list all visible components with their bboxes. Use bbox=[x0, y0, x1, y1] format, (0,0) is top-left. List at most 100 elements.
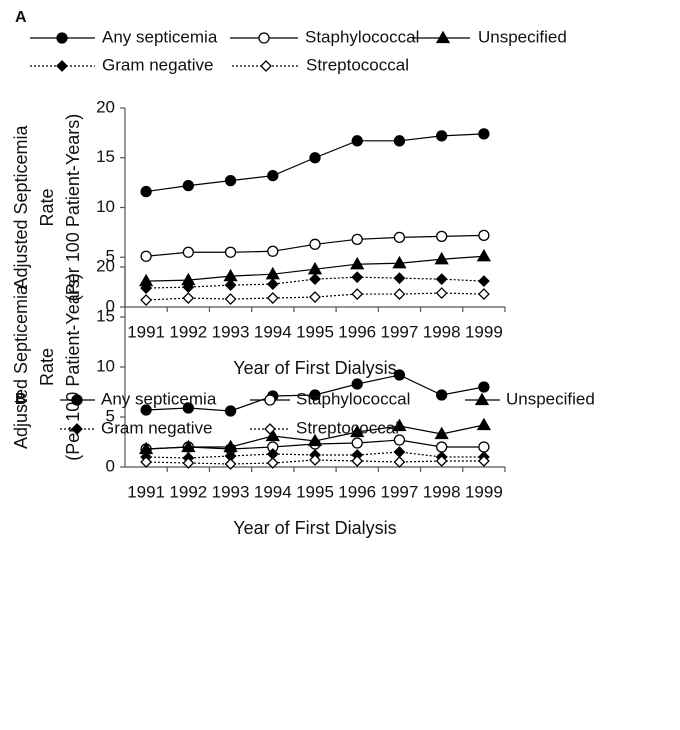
data-point bbox=[478, 229, 490, 242]
legend-marker bbox=[56, 60, 68, 72]
y-axis-title: (Per 100 Patient-Years) bbox=[63, 114, 83, 301]
data-point bbox=[224, 279, 237, 292]
legend-marker bbox=[264, 423, 276, 435]
x-tick-label: 1999 bbox=[465, 482, 503, 501]
data-point bbox=[182, 246, 194, 258]
x-tick-label: 1998 bbox=[423, 322, 461, 341]
data-point bbox=[266, 278, 279, 291]
data-point bbox=[140, 456, 153, 468]
data-point bbox=[434, 426, 449, 440]
x-tick-label: 1995 bbox=[296, 322, 334, 341]
data-point bbox=[182, 402, 194, 414]
data-point bbox=[435, 455, 448, 467]
data-point bbox=[351, 437, 363, 449]
data-point bbox=[435, 273, 448, 286]
x-tick-label: 1991 bbox=[127, 482, 165, 501]
data-point bbox=[266, 292, 279, 304]
data-point bbox=[309, 291, 321, 303]
data-point bbox=[476, 417, 492, 431]
data-point bbox=[434, 251, 449, 265]
legend-label: Staphylococcal bbox=[305, 27, 419, 46]
y-tick-label: 15 bbox=[96, 306, 115, 325]
data-point bbox=[478, 441, 490, 453]
data-point bbox=[392, 255, 407, 269]
panel-label: B bbox=[15, 391, 27, 408]
data-point bbox=[393, 456, 406, 468]
data-point bbox=[140, 282, 153, 295]
data-point bbox=[393, 135, 406, 147]
legend-label: Streptococcal bbox=[296, 418, 399, 437]
data-point bbox=[436, 389, 448, 401]
legend-label: Gram negative bbox=[101, 418, 213, 437]
x-tick-label: 1998 bbox=[423, 482, 461, 501]
data-point bbox=[393, 446, 406, 458]
x-tick-label: 1992 bbox=[169, 322, 207, 341]
y-axis-title: Adjusted Septicemia bbox=[11, 124, 31, 289]
y-axis-title: (Per 100 Patient-Years) bbox=[63, 273, 83, 460]
x-tick-label: 1996 bbox=[338, 322, 376, 341]
y-tick-label: 5 bbox=[106, 406, 115, 425]
data-point bbox=[265, 428, 280, 442]
data-point bbox=[392, 418, 407, 432]
x-tick-label: 1999 bbox=[465, 322, 503, 341]
x-tick-label: 1991 bbox=[127, 322, 165, 341]
data-point bbox=[182, 281, 195, 294]
data-point bbox=[309, 389, 321, 401]
data-point bbox=[309, 152, 321, 164]
x-tick-label: 1996 bbox=[338, 482, 376, 501]
x-axis-title: Year of First Dialysis bbox=[233, 518, 396, 538]
data-point bbox=[267, 170, 279, 182]
data-point bbox=[181, 439, 196, 453]
data-point bbox=[140, 250, 152, 262]
data-point bbox=[436, 441, 448, 453]
data-point bbox=[224, 246, 237, 258]
x-tick-label: 1992 bbox=[169, 482, 207, 501]
data-point bbox=[266, 457, 279, 469]
legend-marker bbox=[260, 60, 272, 72]
x-tick-label: 1994 bbox=[254, 482, 292, 501]
legend-marker bbox=[435, 30, 451, 44]
data-point bbox=[436, 130, 448, 142]
data-point bbox=[393, 288, 406, 300]
x-tick-label: 1997 bbox=[381, 482, 419, 501]
data-point bbox=[224, 405, 237, 417]
y-tick-label: 0 bbox=[106, 456, 115, 475]
data-point bbox=[351, 233, 363, 245]
legend-marker bbox=[264, 394, 276, 406]
data-point bbox=[351, 288, 364, 300]
legend-label: Unspecified bbox=[506, 389, 595, 408]
data-point bbox=[140, 294, 153, 306]
legend-marker bbox=[258, 32, 270, 44]
data-point bbox=[351, 135, 363, 147]
legend-label: Unspecified bbox=[478, 27, 567, 46]
legend-label: Staphylococcal bbox=[296, 389, 410, 408]
data-point bbox=[351, 455, 364, 467]
x-tick-label: 1993 bbox=[212, 482, 250, 501]
data-point bbox=[351, 271, 364, 284]
data-point bbox=[309, 273, 321, 286]
data-point bbox=[224, 293, 237, 305]
y-tick-label: 10 bbox=[96, 197, 115, 216]
legend-label: Gram negative bbox=[102, 55, 214, 74]
legend-marker bbox=[474, 392, 490, 406]
data-point bbox=[477, 288, 490, 300]
legend-label: Streptococcal bbox=[306, 55, 409, 74]
panel-label: A bbox=[15, 9, 27, 26]
data-point bbox=[393, 272, 406, 285]
data-point bbox=[478, 128, 490, 140]
y-tick-label: 0 bbox=[106, 296, 115, 315]
data-point bbox=[224, 458, 237, 470]
x-tick-label: 1993 bbox=[212, 322, 250, 341]
data-point bbox=[307, 433, 323, 447]
x-tick-label: 1994 bbox=[254, 322, 292, 341]
data-point bbox=[140, 185, 152, 198]
x-axis-title: Year of First Dialysis bbox=[233, 358, 396, 378]
data-point bbox=[476, 248, 492, 262]
y-axis-title: Rate bbox=[37, 348, 57, 386]
data-point bbox=[224, 174, 237, 187]
data-point bbox=[393, 434, 406, 446]
y-tick-label: 15 bbox=[96, 147, 115, 166]
y-tick-label: 5 bbox=[106, 247, 115, 266]
data-point bbox=[350, 424, 365, 438]
